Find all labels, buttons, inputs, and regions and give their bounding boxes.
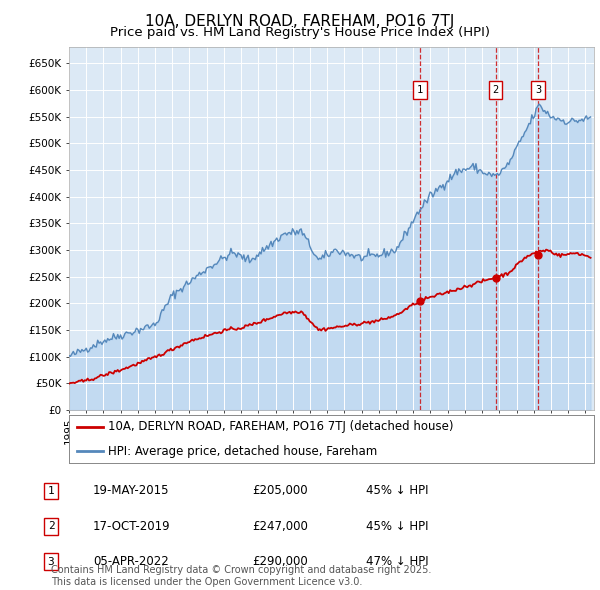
Text: 10A, DERLYN ROAD, FAREHAM, PO16 7TJ (detached house): 10A, DERLYN ROAD, FAREHAM, PO16 7TJ (det… <box>109 420 454 434</box>
Text: Contains HM Land Registry data © Crown copyright and database right 2025.
This d: Contains HM Land Registry data © Crown c… <box>51 565 431 587</box>
Text: 2: 2 <box>493 85 499 95</box>
Text: £290,000: £290,000 <box>252 555 308 568</box>
Text: 05-APR-2022: 05-APR-2022 <box>93 555 169 568</box>
Text: 19-MAY-2015: 19-MAY-2015 <box>93 484 170 497</box>
Text: 3: 3 <box>47 557 55 566</box>
Text: 45% ↓ HPI: 45% ↓ HPI <box>366 484 428 497</box>
Text: 10A, DERLYN ROAD, FAREHAM, PO16 7TJ: 10A, DERLYN ROAD, FAREHAM, PO16 7TJ <box>145 14 455 29</box>
Text: 2: 2 <box>47 522 55 531</box>
Text: £247,000: £247,000 <box>252 520 308 533</box>
Text: Price paid vs. HM Land Registry's House Price Index (HPI): Price paid vs. HM Land Registry's House … <box>110 26 490 39</box>
Text: HPI: Average price, detached house, Fareham: HPI: Average price, detached house, Fare… <box>109 444 377 458</box>
Text: £205,000: £205,000 <box>252 484 308 497</box>
Text: 1: 1 <box>416 85 423 95</box>
Text: 47% ↓ HPI: 47% ↓ HPI <box>366 555 428 568</box>
Text: 1: 1 <box>47 486 55 496</box>
Text: 17-OCT-2019: 17-OCT-2019 <box>93 520 170 533</box>
Text: 45% ↓ HPI: 45% ↓ HPI <box>366 520 428 533</box>
Text: 3: 3 <box>535 85 541 95</box>
